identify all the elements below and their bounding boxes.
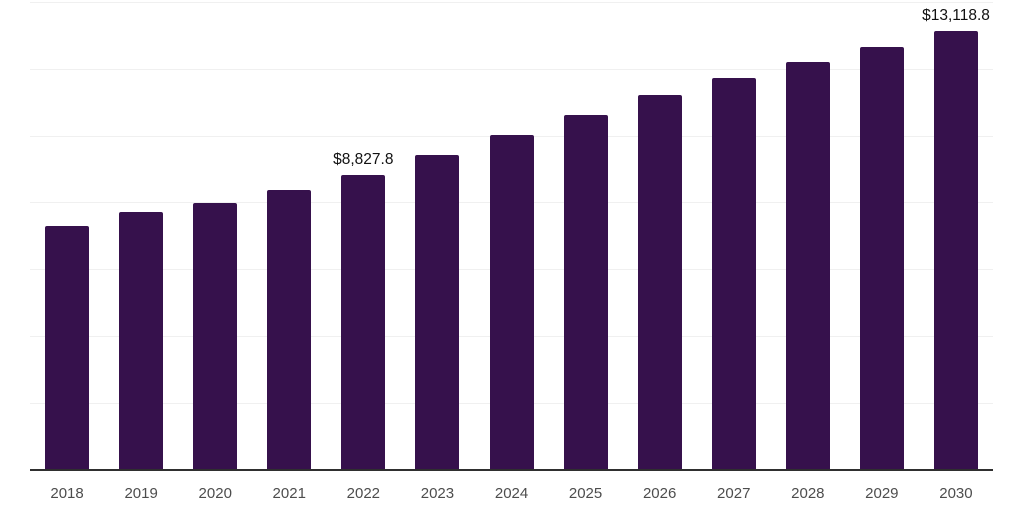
data-label-2022: $8,827.8 [333, 150, 394, 168]
bar-2026 [637, 95, 682, 470]
bar-2023 [415, 154, 460, 470]
x-tick-label-2023: 2023 [420, 485, 455, 502]
data-label-2030: $13,118.8 [922, 7, 990, 25]
x-tick-label-2025: 2025 [568, 485, 603, 502]
x-tick-label-2027: 2027 [717, 485, 751, 502]
bar-2025 [563, 115, 608, 470]
bar-2028 [785, 61, 830, 470]
bar-2018 [45, 226, 89, 470]
x-tick-label-2024: 2024 [494, 485, 529, 502]
gridline [30, 2, 993, 3]
bar-2029 [859, 47, 904, 470]
x-tick-label-2030: 2030 [939, 485, 973, 502]
bar-2021 [267, 190, 312, 470]
bar-2019 [119, 212, 164, 470]
x-tick-label-2029: 2029 [865, 485, 899, 502]
bar-2030 [934, 31, 978, 470]
x-tick-label-2019: 2019 [124, 485, 158, 502]
x-tick-label-2021: 2021 [272, 485, 306, 502]
bar-2024 [489, 134, 534, 470]
x-tick-label-2018: 2018 [50, 485, 84, 502]
x-tick-label-2026: 2026 [642, 485, 677, 502]
bar-2020 [193, 202, 238, 470]
gridline [30, 68, 993, 70]
x-tick-label-2022: 2022 [346, 485, 381, 502]
x-tick-label-2028: 2028 [791, 485, 825, 502]
bar-2027 [711, 78, 756, 470]
x-tick-label-2020: 2020 [198, 485, 232, 502]
bar-2022 [341, 174, 386, 470]
x-axis-line [30, 469, 993, 471]
